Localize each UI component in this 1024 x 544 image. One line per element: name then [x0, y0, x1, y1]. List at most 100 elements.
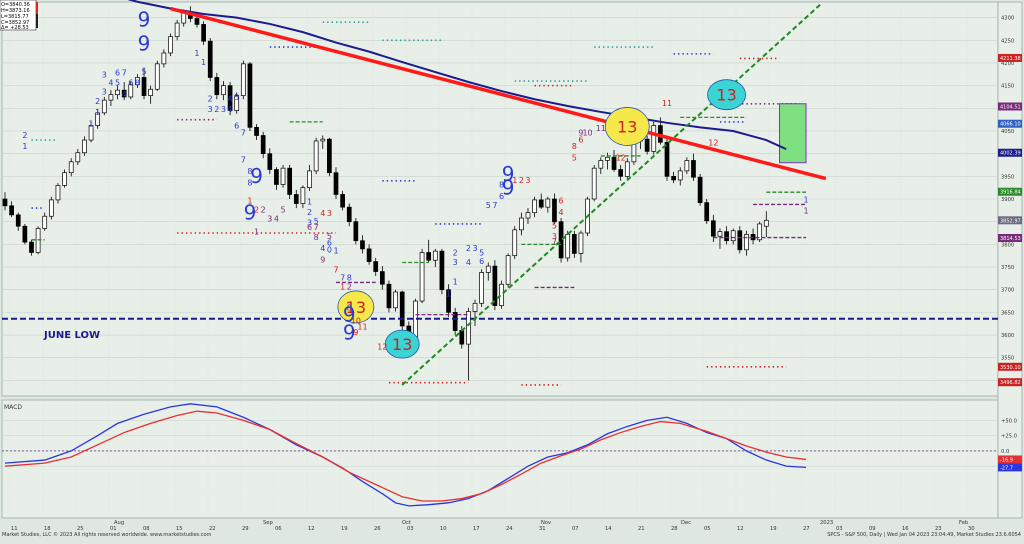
candle-down	[287, 167, 293, 195]
x-tick-label: 19	[341, 526, 348, 532]
count-label: 1	[446, 290, 451, 299]
candle-up	[545, 198, 551, 208]
count-label: 7	[333, 265, 338, 274]
ohlc-box: O=3840.36 H=3873.16 L=3815.77 C=3852.97 …	[0, 0, 38, 31]
price-value-box	[998, 234, 1022, 242]
candle-up	[55, 185, 61, 201]
candle-up	[101, 99, 107, 114]
count-label: 4	[108, 79, 113, 88]
candle-down	[121, 89, 127, 98]
price-value-box	[998, 216, 1022, 225]
candle-down	[426, 252, 432, 261]
macd-signal-line	[4, 410, 807, 502]
macd-panel	[1, 399, 999, 519]
count-label: 2	[466, 244, 471, 253]
x-tick-label: 28	[671, 526, 678, 532]
candle-down	[737, 230, 743, 251]
candle-up	[466, 311, 471, 345]
candle-down	[207, 40, 213, 78]
price-value-box	[998, 102, 1022, 111]
candle-down	[340, 194, 345, 208]
candle-down	[671, 175, 676, 181]
x-tick-label: 24	[506, 526, 513, 532]
candle-down	[611, 156, 617, 170]
count-ellipse	[604, 107, 650, 146]
count-label: 9	[244, 200, 257, 224]
x-tick-label: 21	[638, 526, 645, 532]
candle-up	[605, 156, 610, 161]
count-label: 1	[247, 197, 252, 206]
candle-up	[757, 223, 763, 241]
x-tick-label: 26	[374, 526, 381, 532]
count-label: 2	[519, 176, 524, 185]
june-low-label: JUNE LOW	[43, 330, 100, 341]
candle-down	[538, 199, 544, 208]
candle-up	[168, 36, 173, 54]
count-label: 6	[307, 223, 312, 232]
candle-up	[651, 125, 657, 152]
candle-up	[519, 217, 524, 231]
candle-down	[439, 250, 445, 291]
grid	[2, 2, 998, 518]
ohlc-change: Δ= +28.53	[1, 25, 29, 31]
candle-up	[419, 252, 425, 302]
candle-down	[227, 85, 233, 111]
count-label: 4	[320, 209, 325, 218]
candle-up	[115, 89, 120, 96]
candle-down	[22, 225, 28, 243]
candle-up	[300, 187, 306, 204]
count-label: 8	[314, 233, 319, 242]
count-label: 6	[327, 238, 332, 247]
candle-up	[108, 94, 114, 101]
candle-down	[2, 198, 8, 207]
count-label: 3	[552, 232, 557, 241]
price-value-label: 3916.84	[1000, 190, 1021, 196]
candle-down	[644, 138, 650, 152]
candle-down	[260, 135, 266, 155]
candle-down	[710, 220, 716, 237]
count-label: 9	[138, 8, 151, 32]
count-label: 1	[89, 119, 94, 128]
count-label: 3	[307, 218, 312, 227]
count-label: 3	[208, 105, 213, 114]
candle-up	[677, 170, 683, 181]
month-label: Nov	[541, 520, 551, 526]
count-label: 10	[351, 317, 361, 326]
count-label: 7	[340, 274, 345, 283]
month-label: Aug	[114, 520, 124, 526]
count-label: 8	[572, 142, 577, 151]
candle-up	[684, 160, 690, 172]
count-label: 9	[343, 321, 356, 345]
count-label: 2	[254, 206, 259, 215]
count-label: 9	[578, 129, 583, 138]
x-tick-label: 10	[440, 526, 447, 532]
x-tick-label: 31	[539, 526, 546, 532]
candle-up	[234, 95, 240, 111]
candle-down	[346, 206, 352, 223]
month-label: Sep	[263, 520, 273, 526]
candle-up	[505, 255, 511, 285]
candle-down	[724, 231, 729, 242]
count-label: 6	[499, 192, 504, 201]
x-tick-label: 25	[77, 526, 84, 532]
macd-tick-label: +50.0	[1001, 418, 1017, 424]
count-label: 2	[307, 208, 312, 217]
candle-down	[492, 265, 498, 306]
count-label: 5	[552, 221, 557, 230]
candle-up	[744, 234, 749, 251]
x-tick-label: 01	[110, 526, 117, 532]
candle-down	[29, 241, 34, 253]
count-label: 1	[512, 176, 517, 185]
count-label: 5	[479, 249, 484, 258]
ohlc-low: L=3815.77	[1, 14, 29, 20]
ohlc-open: O=3840.36	[1, 2, 30, 8]
x-tick-label: 11	[11, 526, 18, 532]
count-label: 5	[115, 79, 120, 88]
price-tick-label: 4150	[1001, 84, 1014, 90]
count-label: 7	[241, 129, 246, 138]
candle-up	[598, 160, 604, 169]
candle-up	[479, 272, 484, 304]
candle-up	[42, 215, 48, 229]
count-label: 8	[347, 274, 352, 283]
candle-down	[446, 289, 451, 313]
